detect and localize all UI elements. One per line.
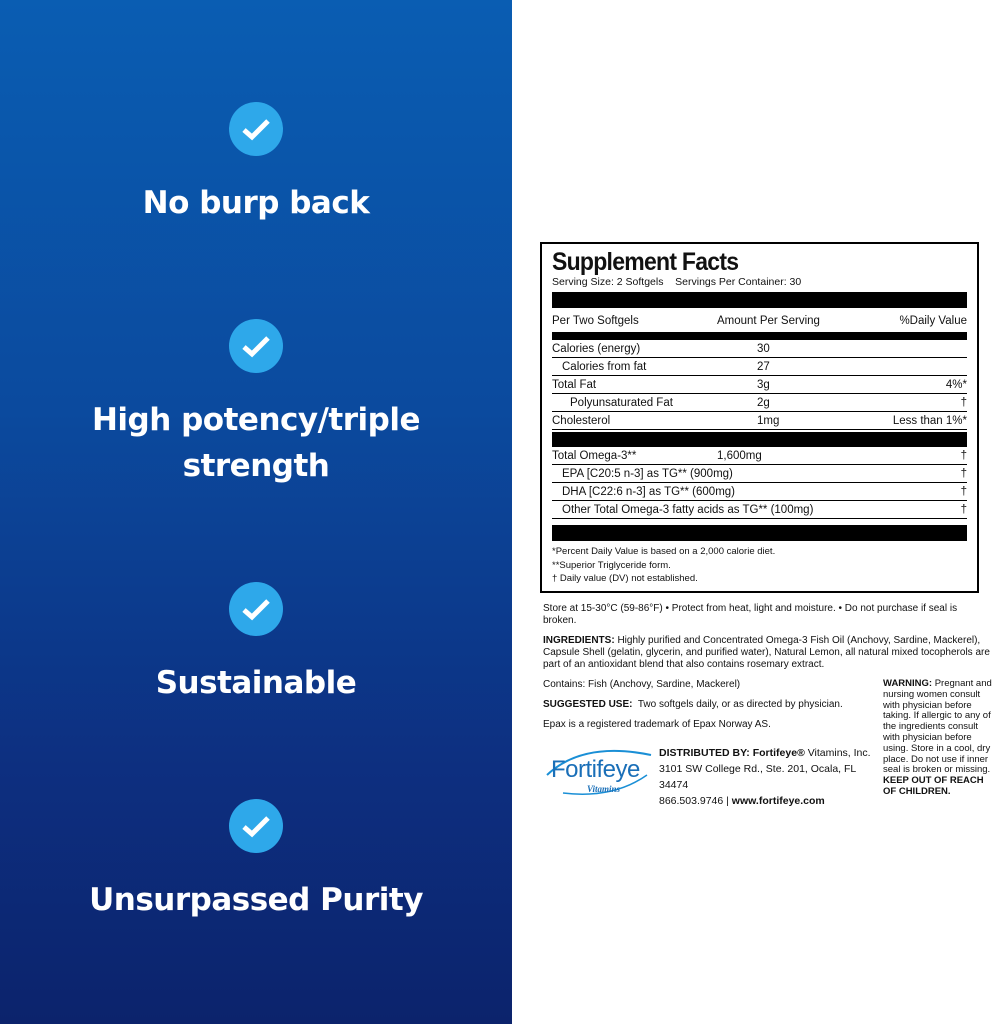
feature-purity: Unsurpassed Purity — [0, 799, 512, 923]
facts-row: Total Omega-3** 1,600mg † — [552, 447, 967, 465]
distributor-address: 3101 SW College Rd., Ste. 201, Ocala, FL… — [659, 763, 856, 791]
facts-row: Other Total Omega-3 fatty acids as TG** … — [552, 501, 967, 519]
facts-row: Cholesterol 1mg Less than 1%* — [552, 412, 967, 430]
lower-columns: Contains: Fish (Anchovy, Sardine, Macker… — [543, 678, 992, 809]
feature-high-potency: High potency/triple strength — [0, 319, 512, 489]
logo-subtext: Vitamins — [587, 784, 621, 794]
fortifeye-logo: Fortifeye Vitamins — [543, 745, 655, 797]
nutrient-amount: 30 — [757, 342, 770, 355]
feature-label: No burp back — [142, 185, 370, 221]
check-icon — [229, 319, 283, 373]
facts-row: DHA [C22:6 n-3] as TG** (600mg) † — [552, 483, 967, 501]
facts-row: Polyunsaturated Fat 2g † — [552, 394, 967, 412]
nutrient-name: Total Omega-3** — [552, 449, 637, 462]
header-row: Per Two Softgels Amount Per Serving %Dai… — [552, 311, 967, 331]
label-panel: Supplement Facts Serving Size: 2 Softgel… — [540, 242, 992, 809]
feature-label: High potency/triple strength — [91, 402, 421, 484]
feature-sustainable: Sustainable — [0, 582, 512, 706]
check-icon — [229, 102, 283, 156]
footnote: *Percent Daily Value is based on a 2,000… — [552, 546, 776, 557]
suggested-use: SUGGESTED USE: Two softgels daily, or as… — [543, 699, 873, 711]
nutrient-name: Polyunsaturated Fat — [570, 396, 673, 409]
divider — [552, 292, 967, 308]
header-cell: Amount Per Serving — [717, 315, 820, 327]
suggested-body: Two softgels daily, or as directed by ph… — [632, 699, 843, 710]
check-icon — [229, 582, 283, 636]
allergen-text: Contains: Fish (Anchovy, Sardine, Macker… — [543, 679, 741, 690]
feature-no-burp: No burp back — [0, 102, 512, 226]
lower-left-column: Contains: Fish (Anchovy, Sardine, Macker… — [543, 679, 873, 809]
feature-label: Sustainable — [155, 665, 357, 701]
trademark-text: Epax is a registered trademark of Epax N… — [543, 719, 771, 730]
facts-row: Calories from fat 27 — [552, 358, 967, 376]
ingredients-body: Highly purified and Concentrated Omega-3… — [543, 635, 990, 670]
features-panel: No burp back High potency/triple strengt… — [0, 0, 512, 1024]
nutrient-name: Total Fat — [552, 378, 597, 391]
warning-label: WARNING: — [883, 678, 933, 689]
check-icon — [229, 799, 283, 853]
nutrient-amount: 1,600mg — [717, 449, 762, 462]
distributor-label: DISTRIBUTED BY: Fortifeye® — [659, 747, 805, 759]
nutrient-amount: 1mg — [757, 414, 780, 427]
facts-title: Supplement Facts — [552, 248, 739, 276]
facts-row: Total Fat 3g 4%* — [552, 376, 967, 394]
supplement-facts-label: Supplement Facts Serving Size: 2 Softgel… — [540, 242, 979, 593]
facts-row: Calories (energy) 30 — [552, 340, 967, 358]
divider — [552, 332, 967, 340]
nutrient-name: EPA [C20:5 n-3] as TG** (900mg) — [562, 467, 733, 480]
divider — [552, 525, 967, 541]
nutrient-amount: 27 — [757, 360, 770, 373]
nutrient-dv: † — [960, 396, 967, 409]
nutrient-dv: † — [960, 467, 967, 480]
facts-row: EPA [C20:5 n-3] as TG** (900mg) † — [552, 465, 967, 483]
header-cell: Per Two Softgels — [552, 315, 639, 327]
phone: 866.503.9746 | — [659, 795, 732, 807]
serving-info: Serving Size: 2 Softgels Servings Per Co… — [552, 276, 802, 288]
nutrient-amount: 2g — [757, 396, 770, 409]
nutrient-dv: † — [960, 485, 967, 498]
ingredients-label: INGREDIENTS: — [543, 635, 615, 646]
nutrient-dv: Less than 1%* — [892, 414, 967, 427]
logo-text: Fortifeye — [551, 756, 640, 783]
warning-bold: KEEP OUT OF REACH OF CHILDREN. — [883, 775, 984, 797]
nutrient-amount: 3g — [757, 378, 770, 391]
footnote: † Daily value (DV) not established. — [552, 573, 698, 584]
nutrient-name: DHA [C22:6 n-3] as TG** (600mg) — [562, 485, 735, 498]
distributor-row: Fortifeye Vitamins DISTRIBUTED BY: Forti… — [543, 745, 873, 809]
storage-text: Store at 15-30°C (59-86°F) • Protect fro… — [543, 603, 958, 626]
label-text-block: Store at 15-30°C (59-86°F) • Protect fro… — [540, 603, 992, 809]
header-cell: %Daily Value — [899, 315, 967, 327]
distributor-block: DISTRIBUTED BY: Fortifeye® Vitamins, Inc… — [659, 745, 873, 809]
ingredients-text: INGREDIENTS: Highly purified and Concent… — [543, 635, 992, 671]
nutrient-dv: 4%* — [945, 378, 967, 391]
nutrient-name: Other Total Omega-3 fatty acids as TG** … — [562, 503, 814, 516]
facts-rows-nutrition: Calories (energy) 30 Calories from fat 27 To… — [552, 340, 967, 430]
feature-label: Unsurpassed Purity — [89, 882, 423, 918]
nutrient-dv: † — [960, 449, 967, 462]
nutrient-name: Calories from fat — [562, 360, 647, 373]
warning-body: Pregnant and nursing women consult with … — [883, 678, 992, 776]
suggested-label: SUGGESTED USE: — [543, 699, 633, 710]
warning-text: WARNING: Pregnant and nursing women cons… — [883, 678, 992, 798]
facts-rows-omega: Total Omega-3** 1,600mg † EPA [C20:5 n-3] a… — [552, 447, 967, 519]
footnote: **Superior Triglyceride form. — [552, 559, 671, 571]
website-link[interactable]: www.fortifeye.com — [731, 795, 825, 807]
nutrient-name: Cholesterol — [552, 414, 611, 427]
nutrient-dv: † — [960, 503, 967, 516]
distributor-name: Vitamins, Inc. — [804, 747, 871, 759]
divider — [552, 432, 967, 447]
nutrient-name: Calories (energy) — [552, 342, 641, 355]
